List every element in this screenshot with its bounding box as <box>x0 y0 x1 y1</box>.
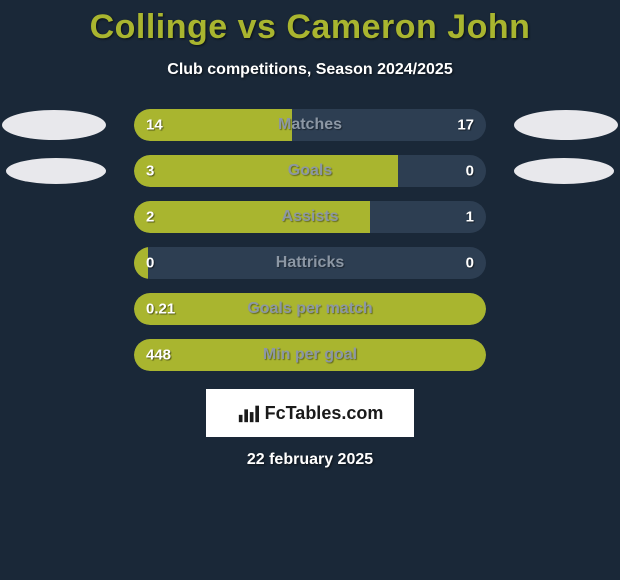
stat-bar: 14 17 Matches <box>134 109 486 141</box>
brand-text: FcTables.com <box>265 403 384 424</box>
stat-label: Goals per match <box>247 300 372 318</box>
title: Collinge vs Cameron John <box>0 8 620 47</box>
value-right: 0 <box>466 255 474 272</box>
player-avatar-right <box>514 110 618 140</box>
player-avatar-left <box>6 158 106 184</box>
stat-row: 0.21 Goals per match <box>0 293 620 325</box>
comparison-card: Collinge vs Cameron John Club competitio… <box>0 0 620 469</box>
value-right: 1 <box>466 209 474 226</box>
stat-label: Min per goal <box>263 346 357 364</box>
stat-row: 448 Min per goal <box>0 339 620 371</box>
bars-icon <box>237 402 259 424</box>
value-right: 17 <box>457 117 474 134</box>
stat-row: 3 0 Goals <box>0 155 620 187</box>
chart-area: 14 17 Matches 3 0 Goals 2 1 Assists 0 0 Hattricks 0.… <box>0 109 620 371</box>
value-left: 3 <box>146 163 154 180</box>
brand-badge: FcTables.com <box>206 389 414 437</box>
stat-row: 14 17 Matches <box>0 109 620 141</box>
stat-label: Matches <box>278 116 342 134</box>
stat-bar: 2 1 Assists <box>134 201 486 233</box>
player-avatar-left <box>2 110 106 140</box>
stat-label: Goals <box>288 162 332 180</box>
stat-bar: 3 0 Goals <box>134 155 486 187</box>
stat-bar: 0 0 Hattricks <box>134 247 486 279</box>
value-left: 14 <box>146 117 163 134</box>
value-right: 0 <box>466 163 474 180</box>
stat-bar: 0.21 Goals per match <box>134 293 486 325</box>
stat-row: 0 0 Hattricks <box>0 247 620 279</box>
date: 22 february 2025 <box>0 451 620 469</box>
bar-fill-left <box>134 155 398 187</box>
value-left: 2 <box>146 209 154 226</box>
value-left: 448 <box>146 347 171 364</box>
stat-row: 2 1 Assists <box>0 201 620 233</box>
subtitle: Club competitions, Season 2024/2025 <box>0 61 620 79</box>
value-left: 0 <box>146 255 154 272</box>
player-avatar-right <box>514 158 614 184</box>
stat-bar: 448 Min per goal <box>134 339 486 371</box>
stat-label: Assists <box>282 208 339 226</box>
value-left: 0.21 <box>146 301 175 318</box>
stat-label: Hattricks <box>276 254 344 272</box>
